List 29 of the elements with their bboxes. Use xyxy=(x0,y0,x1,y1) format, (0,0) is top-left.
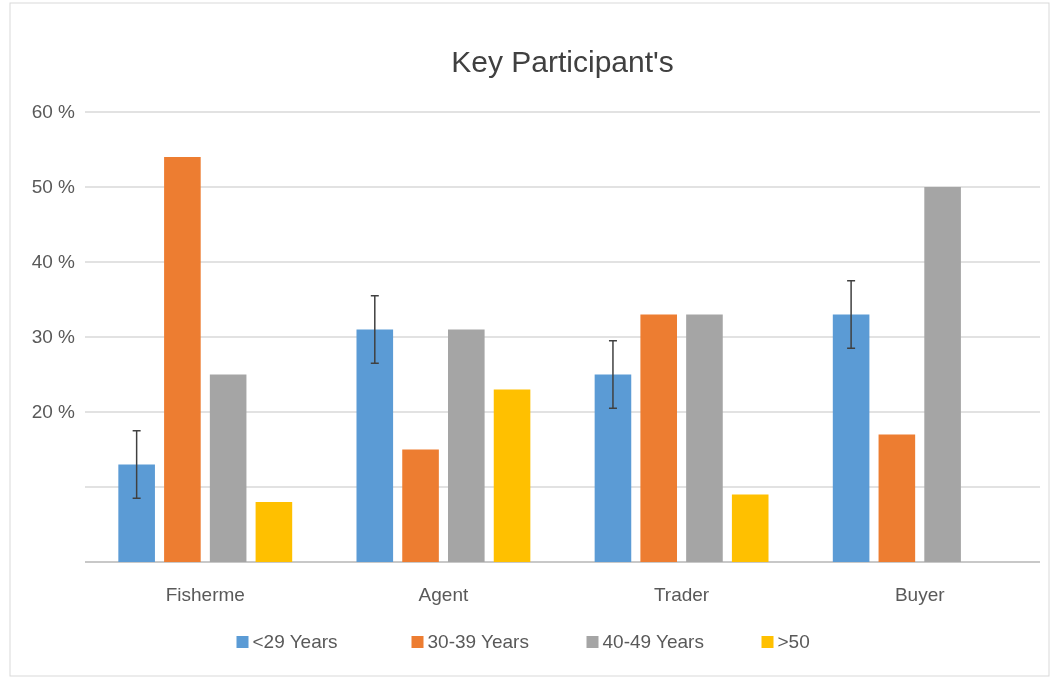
legend-label: >50 xyxy=(777,631,810,652)
x-tick-label: Agent xyxy=(418,584,469,605)
x-tick-label: Buyer xyxy=(894,584,946,605)
bar xyxy=(686,314,723,562)
bar xyxy=(594,374,632,562)
bar xyxy=(924,187,961,562)
legend-label: <29 Years xyxy=(252,631,338,652)
bar xyxy=(832,314,870,562)
legend-label: 30-39 Years xyxy=(427,631,529,652)
y-tick-label: 60 % xyxy=(31,101,76,122)
bar xyxy=(356,329,394,562)
y-tick-label: 20 % xyxy=(31,401,76,422)
y-tick-label: 30 % xyxy=(31,326,76,347)
bar xyxy=(164,157,201,562)
bar xyxy=(731,494,769,562)
bar xyxy=(118,464,155,562)
bar xyxy=(402,449,439,562)
bar xyxy=(878,434,916,562)
bar xyxy=(255,502,293,562)
bar xyxy=(448,329,485,562)
chart-title: Key Participant's xyxy=(451,45,674,78)
x-tick-label: Trader xyxy=(653,584,710,605)
y-tick-label: 40 % xyxy=(31,251,76,272)
x-tick-label: Fisherme xyxy=(165,584,245,605)
bar xyxy=(493,389,531,562)
bar xyxy=(640,314,677,562)
y-tick-label: 50 % xyxy=(31,176,76,197)
legend-label: 40-49 Years xyxy=(602,631,704,652)
bar xyxy=(209,374,247,562)
